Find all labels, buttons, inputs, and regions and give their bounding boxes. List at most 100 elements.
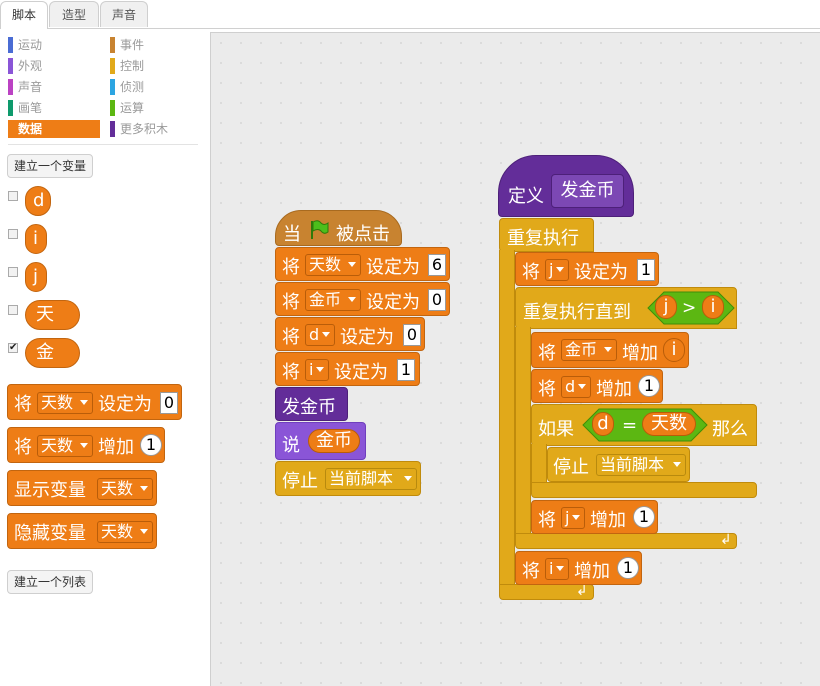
category-events[interactable]: 事件: [110, 36, 200, 54]
category-motion[interactable]: 运动: [8, 36, 98, 54]
forever-block[interactable]: 重复执行: [499, 218, 594, 252]
category-label: 更多积木: [120, 122, 169, 136]
say-block[interactable]: 说 金币: [275, 422, 366, 460]
var-reporter-i[interactable]: i: [702, 295, 724, 319]
variable-dropdown[interactable]: 天数: [97, 478, 153, 500]
change-gold-block[interactable]: 将 金币 增加 i: [531, 332, 689, 368]
block-text: 将: [282, 257, 300, 278]
repeat-until-block[interactable]: 重复执行直到 j > i: [515, 287, 737, 329]
value-input[interactable]: 1: [397, 359, 415, 381]
block-text: 将: [14, 394, 32, 415]
variable-dropdown[interactable]: i: [305, 359, 329, 381]
stop-option-dropdown[interactable]: 当前脚本: [325, 468, 417, 490]
var-checkbox-checked[interactable]: ✔: [8, 342, 18, 353]
category-color-bar: [110, 37, 115, 53]
value-input[interactable]: 0: [428, 289, 446, 311]
category-data[interactable]: 数据: [8, 120, 100, 138]
change-variable-block[interactable]: 将 天数 增加 1: [7, 427, 165, 463]
category-operators[interactable]: 运算: [110, 99, 200, 117]
make-list-button[interactable]: 建立一个列表: [7, 570, 94, 594]
block-text: 发金币: [282, 397, 336, 418]
hide-variable-block[interactable]: 隐藏变量 天数: [7, 513, 157, 549]
tab-scripts[interactable]: 脚本: [0, 1, 48, 29]
var-reporter-j[interactable]: j: [25, 262, 47, 292]
category-sound[interactable]: 声音: [8, 78, 98, 96]
show-variable-block[interactable]: 显示变量 天数: [7, 470, 157, 506]
set-i-block[interactable]: 将 i 设定为 1: [275, 352, 420, 386]
value-input[interactable]: 0: [160, 392, 178, 414]
tab-costumes[interactable]: 造型: [49, 1, 99, 27]
stop-block[interactable]: 停止 当前脚本: [275, 461, 421, 496]
forever-arm: [499, 250, 515, 590]
category-label: 控制: [120, 59, 145, 73]
category-label: 侦测: [120, 80, 145, 94]
var-reporter-days[interactable]: 天数: [642, 412, 696, 436]
variable-dropdown[interactable]: 天数: [37, 392, 93, 414]
var-reporter-i[interactable]: i: [25, 224, 47, 254]
value-input[interactable]: 1: [638, 375, 660, 397]
category-pen[interactable]: 画笔: [8, 99, 98, 117]
var-reporter-gold[interactable]: 金币: [308, 429, 360, 453]
change-d-block[interactable]: 将 d 增加 1: [531, 369, 663, 403]
var-checkbox[interactable]: [8, 191, 18, 201]
category-sensing[interactable]: 侦测: [110, 78, 200, 96]
var-reporter-days[interactable]: 天数: [25, 300, 80, 353]
set-variable-block[interactable]: 将 天数 设定为 0: [7, 384, 182, 420]
category-more-blocks[interactable]: 更多积木: [110, 120, 200, 138]
make-variable-button[interactable]: 建立一个变量: [7, 154, 94, 178]
when-flag-clicked-hat[interactable]: 当 被点击: [275, 210, 402, 246]
value-input[interactable]: 6: [428, 254, 446, 276]
var-reporter-gold[interactable]: 金币: [25, 338, 80, 391]
set-gold-block[interactable]: 将 金币 设定为 0: [275, 282, 450, 316]
block-text: 显示变量: [14, 480, 86, 501]
value-input[interactable]: 1: [140, 434, 162, 456]
variable-dropdown[interactable]: 天数: [305, 254, 361, 276]
variable-dropdown[interactable]: d: [305, 324, 335, 346]
variable-dropdown[interactable]: i: [545, 558, 569, 580]
call-give-gold-block[interactable]: 发金币: [275, 387, 348, 421]
value-input[interactable]: 1: [633, 506, 655, 528]
define-hat[interactable]: 定义 发金币: [498, 155, 634, 217]
category-control[interactable]: 控制: [110, 57, 200, 75]
block-text: 定义: [508, 186, 544, 207]
block-text: 设定为: [574, 262, 628, 283]
value-input[interactable]: 1: [617, 557, 639, 579]
set-j-block[interactable]: 将 j 设定为 1: [515, 252, 659, 286]
variable-dropdown[interactable]: j: [545, 259, 569, 281]
category-color-bar: [110, 58, 115, 74]
variable-dropdown[interactable]: d: [561, 376, 591, 398]
set-days-block[interactable]: 将 天数 设定为 6: [275, 247, 450, 281]
custom-block-prototype[interactable]: 发金币: [551, 174, 624, 208]
change-i-block[interactable]: 将 i 增加 1: [515, 551, 642, 585]
variable-dropdown[interactable]: 天数: [37, 435, 93, 457]
variable-dropdown[interactable]: j: [561, 507, 585, 529]
var-reporter-d[interactable]: d: [25, 186, 51, 216]
block-text: 设定为: [98, 394, 152, 415]
block-text: 将: [538, 343, 556, 364]
block-text: 将: [282, 292, 300, 313]
block-text: 将: [14, 437, 32, 458]
change-j-block[interactable]: 将 j 增加 1: [531, 500, 658, 534]
category-color-bar: [110, 121, 115, 137]
block-text: 说: [282, 435, 300, 456]
var-reporter-i[interactable]: i: [663, 338, 685, 362]
category-color-bar: [8, 79, 13, 95]
if-block[interactable]: 如果 d = 天数 那么: [531, 404, 757, 446]
variable-dropdown[interactable]: 天数: [97, 521, 153, 543]
variable-dropdown[interactable]: 金币: [561, 339, 617, 361]
var-reporter-j[interactable]: j: [655, 295, 677, 319]
stop-option-dropdown[interactable]: 当前脚本: [596, 454, 686, 476]
value-input[interactable]: 1: [637, 259, 655, 281]
var-checkbox[interactable]: [8, 305, 18, 315]
block-text: 将: [522, 561, 540, 582]
category-label: 运动: [18, 38, 43, 52]
var-checkbox[interactable]: [8, 229, 18, 239]
category-looks[interactable]: 外观: [8, 57, 98, 75]
variable-dropdown[interactable]: 金币: [305, 289, 361, 311]
value-input[interactable]: 0: [403, 324, 421, 346]
var-checkbox[interactable]: [8, 267, 18, 277]
var-reporter-d[interactable]: d: [592, 412, 614, 436]
set-d-block[interactable]: 将 d 设定为 0: [275, 317, 425, 351]
stop-block[interactable]: 停止 当前脚本: [547, 447, 690, 482]
tab-sounds[interactable]: 声音: [100, 1, 148, 27]
